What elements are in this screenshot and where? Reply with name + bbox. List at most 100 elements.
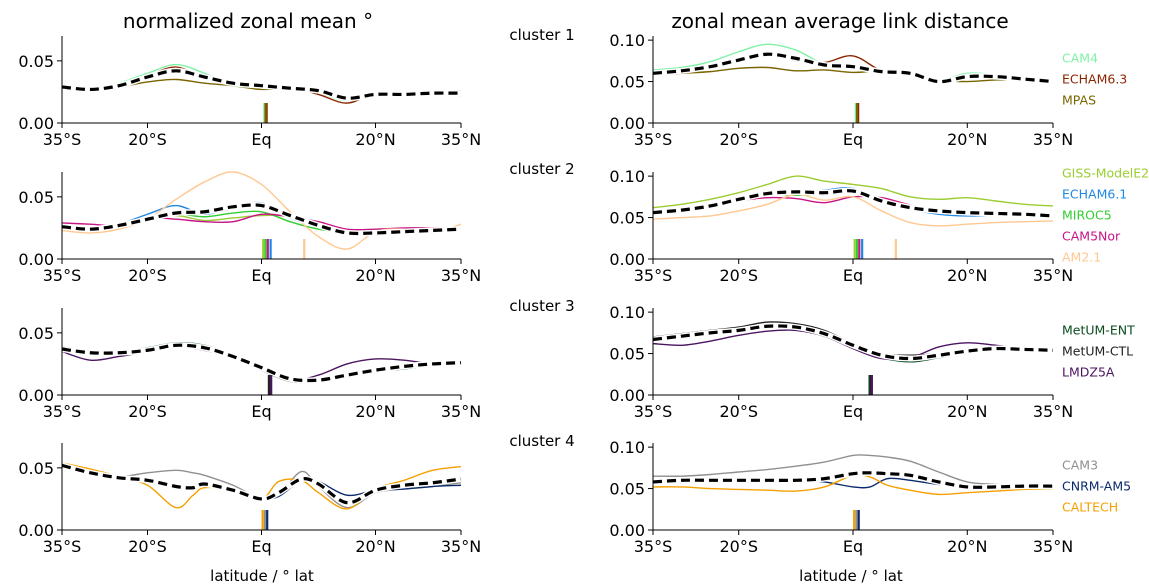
y-tick-label-left-cluster-3-0: 0.00 xyxy=(18,386,54,405)
right-xlabel: latitude / ° lat xyxy=(799,567,903,585)
series-line-am2-1-left-cluster-2 xyxy=(61,171,462,250)
mean-line-right-cluster-1 xyxy=(652,52,1054,84)
y-tick-label-right-cluster-4-1: 0.05 xyxy=(609,480,645,499)
x-tick-label-left-cluster-2-1: 20°S xyxy=(128,266,167,285)
x-tick-label-left-cluster-1-0: 35°S xyxy=(43,130,82,149)
mean-line-halo-left-cluster-2 xyxy=(61,201,462,237)
x-tick-label-right-cluster-3-1: 20°S xyxy=(719,402,758,421)
x-tick-label-left-cluster-1-2: Eq xyxy=(251,130,271,149)
legend-entry-lmdz5a: LMDZ5A xyxy=(1062,365,1115,380)
x-tick-label-left-cluster-4-1: 20°S xyxy=(128,537,167,556)
x-tick-label-left-cluster-4-0: 35°S xyxy=(43,537,82,556)
x-tick-label-left-cluster-3-2: Eq xyxy=(251,402,271,421)
x-tick-label-right-cluster-4-2: Eq xyxy=(843,537,863,556)
cluster-3-label: cluster 3 xyxy=(509,297,574,315)
x-tick-label-right-cluster-2-0: 35°S xyxy=(634,266,673,285)
legend-entry-giss-modele2: GISS-ModelE2 xyxy=(1062,166,1149,181)
mean-line-left-cluster-1 xyxy=(61,69,462,100)
x-tick-label-right-cluster-2-1: 20°S xyxy=(719,266,758,285)
panel-left-cluster-1: 0.00 0.05 35°S 20°S Eq 20°N 35°N xyxy=(18,36,481,149)
left-column-title: normalized zonal mean ° xyxy=(123,9,373,33)
legend-entry-cam3: CAM3 xyxy=(1062,458,1098,473)
y-tick-label-right-cluster-1-1: 0.05 xyxy=(609,73,645,92)
mean-line-halo-right-cluster-3 xyxy=(652,322,1054,362)
x-tick-label-right-cluster-1-4: 35°N xyxy=(1033,130,1073,149)
x-tick-label-left-cluster-1-4: 35°N xyxy=(441,130,481,149)
x-tick-label-left-cluster-3-1: 20°S xyxy=(128,402,167,421)
x-tick-label-right-cluster-4-1: 20°S xyxy=(719,537,758,556)
y-tick-label-right-cluster-2-0: 0.00 xyxy=(609,250,645,269)
x-tick-label-left-cluster-1-3: 20°N xyxy=(355,130,395,149)
x-tick-label-right-cluster-4-4: 35°N xyxy=(1033,537,1073,556)
x-tick-label-left-cluster-4-2: Eq xyxy=(251,537,271,556)
panel-right-cluster-2: 0.00 0.05 0.10 35°S 20°S Eq 20°N 35°N GISS-Model… xyxy=(609,166,1149,286)
legend-entry-miroc5: MIROC5 xyxy=(1062,208,1112,223)
x-tick-label-left-cluster-2-0: 35°S xyxy=(43,266,82,285)
legend-entry-cam5nor: CAM5Nor xyxy=(1062,229,1121,244)
panel-left-cluster-3: 0.00 0.05 35°S 20°S Eq 20°N 35°N xyxy=(18,308,481,421)
y-tick-label-right-cluster-1-2: 0.10 xyxy=(609,31,645,50)
legend-entry-mpas: MPAS xyxy=(1062,93,1096,108)
x-tick-label-right-cluster-1-1: 20°S xyxy=(719,130,758,149)
y-tick-label-right-cluster-3-2: 0.10 xyxy=(609,303,645,322)
chart-panels: 0.00 0.05 35°S 20°S Eq 20°N 35°N 0.00 0.05 0.10 35… xyxy=(18,31,1149,556)
y-tick-label-right-cluster-3-1: 0.05 xyxy=(609,345,645,364)
y-tick-label-left-cluster-1-0: 0.00 xyxy=(18,114,54,133)
legend-entry-caltech: CALTECH xyxy=(1062,500,1118,515)
x-tick-label-right-cluster-2-4: 35°N xyxy=(1033,266,1073,285)
x-tick-label-left-cluster-4-3: 20°N xyxy=(355,537,395,556)
x-tick-label-right-cluster-3-3: 20°N xyxy=(947,402,987,421)
y-tick-label-right-cluster-4-2: 0.10 xyxy=(609,438,645,457)
legend-entry-cnrm-am5: CNRM-AM5 xyxy=(1062,479,1131,494)
panel-right-cluster-4: 0.00 0.05 0.10 35°S 20°S Eq 20°N 35°N CAM3 CNRM-A… xyxy=(609,438,1131,556)
legend-entry-echam6-1: ECHAM6.1 xyxy=(1062,187,1127,202)
panel-left-cluster-4: 0.00 0.05 35°S 20°S Eq 20°N 35°N xyxy=(18,443,481,556)
y-tick-label-right-cluster-2-2: 0.10 xyxy=(609,167,645,186)
y-tick-label-left-cluster-2-0: 0.00 xyxy=(18,250,54,269)
y-tick-label-left-cluster-4-1: 0.05 xyxy=(18,459,54,478)
x-tick-label-left-cluster-3-4: 35°N xyxy=(441,402,481,421)
y-tick-label-right-cluster-4-0: 0.00 xyxy=(609,521,645,540)
x-tick-label-right-cluster-2-2: Eq xyxy=(843,266,863,285)
x-tick-label-right-cluster-2-3: 20°N xyxy=(947,266,987,285)
series-line-metum-ent-left-cluster-3 xyxy=(61,342,462,384)
legend-entry-metum-ctl: MetUM-CTL xyxy=(1062,344,1133,359)
y-tick-label-left-cluster-2-1: 0.05 xyxy=(18,188,54,207)
x-tick-label-right-cluster-3-4: 35°N xyxy=(1033,402,1073,421)
y-tick-label-left-cluster-4-0: 0.00 xyxy=(18,521,54,540)
panel-left-cluster-2: 0.00 0.05 35°S 20°S Eq 20°N 35°N xyxy=(18,171,481,285)
y-tick-label-right-cluster-2-1: 0.05 xyxy=(609,209,645,228)
series-line-cam3-right-cluster-4 xyxy=(652,454,1054,487)
x-tick-label-right-cluster-3-2: Eq xyxy=(843,402,863,421)
x-tick-label-right-cluster-4-3: 20°N xyxy=(947,537,987,556)
x-tick-label-left-cluster-2-2: Eq xyxy=(251,266,271,285)
series-line-giss-modele2-right-cluster-2 xyxy=(652,175,1054,209)
mean-line-halo-left-cluster-3 xyxy=(61,342,462,384)
x-tick-label-right-cluster-1-0: 35°S xyxy=(634,130,673,149)
mean-line-right-cluster-2 xyxy=(652,189,1054,218)
panel-right-cluster-3: 0.00 0.05 0.10 35°S 20°S Eq 20°N 35°N MetUM-ENT M… xyxy=(609,303,1135,421)
legend-entry-cam4: CAM4 xyxy=(1062,51,1098,66)
y-tick-label-left-cluster-3-1: 0.05 xyxy=(18,324,54,343)
x-tick-label-right-cluster-3-0: 35°S xyxy=(634,402,673,421)
series-line-am2-1-right-cluster-2 xyxy=(652,193,1054,227)
left-xlabel: latitude / ° lat xyxy=(210,567,314,585)
x-tick-label-right-cluster-4-0: 35°S xyxy=(634,537,673,556)
y-tick-label-right-cluster-3-0: 0.00 xyxy=(609,386,645,405)
series-line-mpas-right-cluster-1 xyxy=(652,66,1054,83)
mean-line-right-cluster-4 xyxy=(652,471,1054,489)
y-tick-label-left-cluster-1-1: 0.05 xyxy=(18,52,54,71)
x-tick-label-left-cluster-2-3: 20°N xyxy=(355,266,395,285)
cluster-1-label: cluster 1 xyxy=(509,26,574,44)
x-tick-label-left-cluster-2-4: 35°N xyxy=(441,266,481,285)
mean-line-halo-left-cluster-4 xyxy=(61,462,462,506)
mean-line-right-cluster-3 xyxy=(652,324,1054,361)
legend-entry-am2-1: AM2.1 xyxy=(1062,250,1101,265)
legend-entry-echam6-3: ECHAM6.3 xyxy=(1062,72,1127,87)
y-tick-label-right-cluster-1-0: 0.00 xyxy=(609,114,645,133)
mean-line-left-cluster-2 xyxy=(61,203,462,236)
cluster-4-label: cluster 4 xyxy=(509,432,574,450)
series-line-metum-ctl-left-cluster-3 xyxy=(61,343,462,382)
mean-line-left-cluster-3 xyxy=(61,343,462,383)
